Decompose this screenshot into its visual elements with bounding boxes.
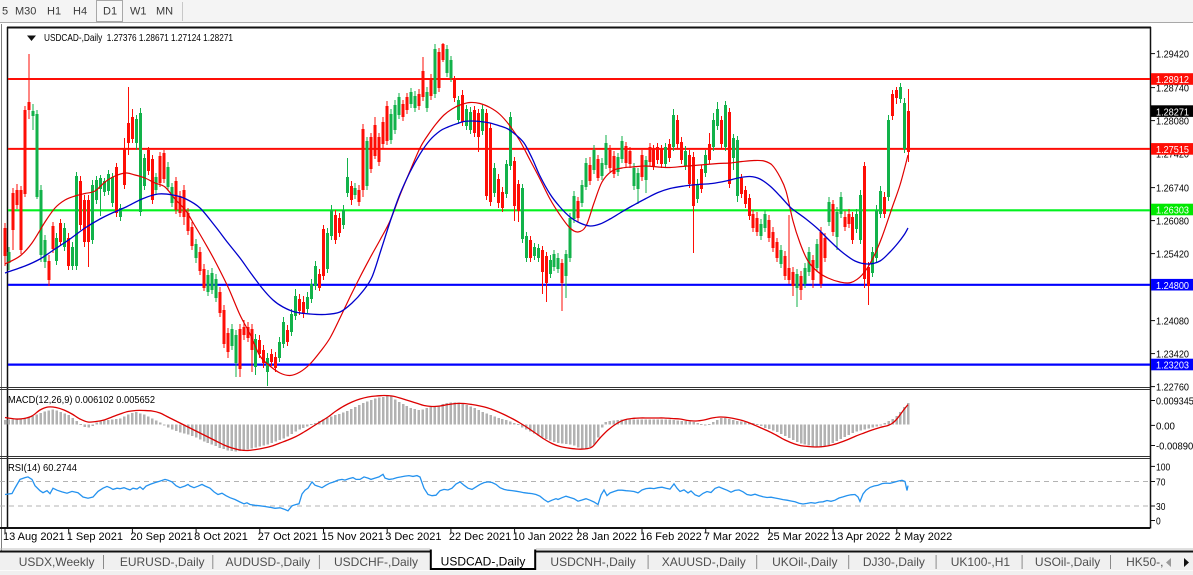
- svg-text:RSI(14) 60.2744: RSI(14) 60.2744: [8, 463, 77, 474]
- svg-text:1 Sep 2021: 1 Sep 2021: [67, 531, 123, 543]
- svg-text:0.009345: 0.009345: [1156, 396, 1193, 408]
- svg-text:USDCHF-,Daily: USDCHF-,Daily: [334, 555, 418, 569]
- svg-text:100: 100: [1156, 461, 1170, 473]
- svg-text:1.28740: 1.28740: [1156, 83, 1189, 95]
- svg-text:USDX,Weekly: USDX,Weekly: [19, 555, 95, 569]
- svg-text:USOil-,Daily: USOil-,Daily: [1035, 555, 1100, 569]
- svg-text:30: 30: [1156, 501, 1166, 513]
- svg-text:27 Oct 2021: 27 Oct 2021: [258, 531, 318, 543]
- svg-text:22 Dec 2021: 22 Dec 2021: [449, 531, 511, 543]
- svg-text:25 Mar 2022: 25 Mar 2022: [767, 531, 829, 543]
- svg-text:USDCNH-,Daily: USDCNH-,Daily: [550, 555, 635, 569]
- svg-text:2 May 2022: 2 May 2022: [895, 531, 952, 543]
- svg-text:3 Dec 2021: 3 Dec 2021: [385, 531, 441, 543]
- svg-text:H4: H4: [73, 6, 87, 18]
- svg-text:13 Apr 2022: 13 Apr 2022: [831, 531, 890, 543]
- svg-text:D1: D1: [103, 6, 117, 18]
- svg-text:1.28912: 1.28912: [1156, 74, 1189, 86]
- svg-text:XAUUSD-,Daily: XAUUSD-,Daily: [662, 555, 746, 569]
- svg-text:EURUSD-,Daily: EURUSD-,Daily: [120, 555, 205, 569]
- svg-text:1.24800: 1.24800: [1156, 280, 1189, 292]
- svg-text:0: 0: [1156, 516, 1161, 528]
- svg-text:AUDUSD-,Daily: AUDUSD-,Daily: [226, 555, 311, 569]
- svg-text:20 Sep 2021: 20 Sep 2021: [130, 531, 192, 543]
- svg-text:1.23203: 1.23203: [1156, 360, 1189, 372]
- svg-text:1.28080: 1.28080: [1156, 116, 1189, 128]
- svg-text:1.28271: 1.28271: [1156, 106, 1189, 118]
- svg-text:1.26080: 1.26080: [1156, 216, 1189, 228]
- svg-text:1.24080: 1.24080: [1156, 316, 1189, 328]
- svg-text:M30: M30: [15, 6, 36, 18]
- svg-text:1.25420: 1.25420: [1156, 249, 1189, 261]
- svg-text:1.23420: 1.23420: [1156, 349, 1189, 361]
- svg-text:10 Jan 2022: 10 Jan 2022: [513, 531, 574, 543]
- svg-text:MN: MN: [156, 6, 173, 18]
- svg-text:1.29420: 1.29420: [1156, 49, 1189, 61]
- svg-text:0.00: 0.00: [1156, 420, 1175, 432]
- svg-text:1.27515: 1.27515: [1156, 144, 1189, 156]
- svg-text:USDCAD-,Daily 1.27376 1.28671: USDCAD-,Daily 1.27376 1.28671 1.27124 1.…: [44, 32, 233, 44]
- svg-text:15 Nov 2021: 15 Nov 2021: [322, 531, 384, 543]
- svg-text:28 Jan 2022: 28 Jan 2022: [576, 531, 637, 543]
- svg-text:13 Aug 2021: 13 Aug 2021: [3, 531, 65, 543]
- svg-text:70: 70: [1156, 477, 1166, 489]
- svg-text:W1: W1: [130, 6, 147, 18]
- svg-text:HK50-,: HK50-,: [1126, 555, 1163, 569]
- svg-text:1.26740: 1.26740: [1156, 183, 1189, 195]
- svg-text:5: 5: [2, 6, 8, 18]
- svg-text:UK100-,H1: UK100-,H1: [951, 555, 1011, 569]
- svg-text:USDCAD-,Daily: USDCAD-,Daily: [441, 555, 526, 569]
- svg-text:H1: H1: [47, 6, 61, 18]
- svg-text:8 Oct 2021: 8 Oct 2021: [194, 531, 248, 543]
- svg-text:-0.008902: -0.008902: [1156, 441, 1193, 453]
- svg-text:1.26303: 1.26303: [1156, 205, 1189, 217]
- svg-text:UKOil-,Daily: UKOil-,Daily: [772, 555, 837, 569]
- svg-text:DJ30-,Daily: DJ30-,Daily: [863, 555, 925, 569]
- svg-text:16 Feb 2022: 16 Feb 2022: [640, 531, 702, 543]
- svg-text:7 Mar 2022: 7 Mar 2022: [704, 531, 760, 543]
- svg-text:MACD(12,26,9) 0.006102 0.00565: MACD(12,26,9) 0.006102 0.005652: [8, 395, 155, 406]
- svg-text:1.22760: 1.22760: [1156, 382, 1189, 394]
